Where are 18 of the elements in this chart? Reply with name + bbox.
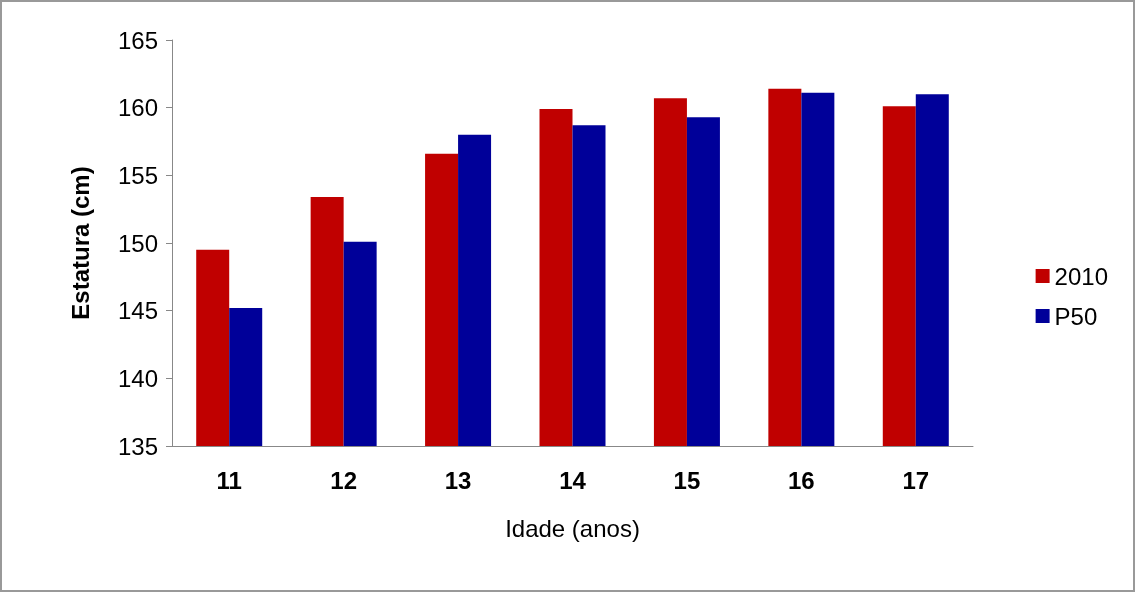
y-tick-label: 135	[117, 432, 158, 460]
x-tick-label: 13	[444, 466, 472, 494]
x-tick-label: 14	[559, 466, 587, 494]
y-tick-label: 150	[117, 229, 158, 257]
legend-label: P50	[1054, 302, 1098, 330]
x-tick-label: 12	[330, 466, 357, 494]
y-axis-title: Estatura (cm)	[66, 166, 94, 320]
y-tick-label: 155	[117, 161, 158, 189]
x-axis-title: Idade (anos)	[505, 514, 640, 542]
x-tick-label: 15	[673, 466, 701, 494]
y-tick-label: 140	[117, 364, 158, 392]
x-tick-label: 16	[788, 466, 815, 494]
legend-label: 2010	[1054, 262, 1108, 290]
x-tick-label: 11	[216, 466, 242, 494]
y-tick-label: 160	[117, 94, 158, 122]
y-tick-label: 165	[117, 26, 158, 54]
x-tick-label: 17	[902, 466, 930, 494]
y-tick-label: 145	[117, 297, 158, 325]
